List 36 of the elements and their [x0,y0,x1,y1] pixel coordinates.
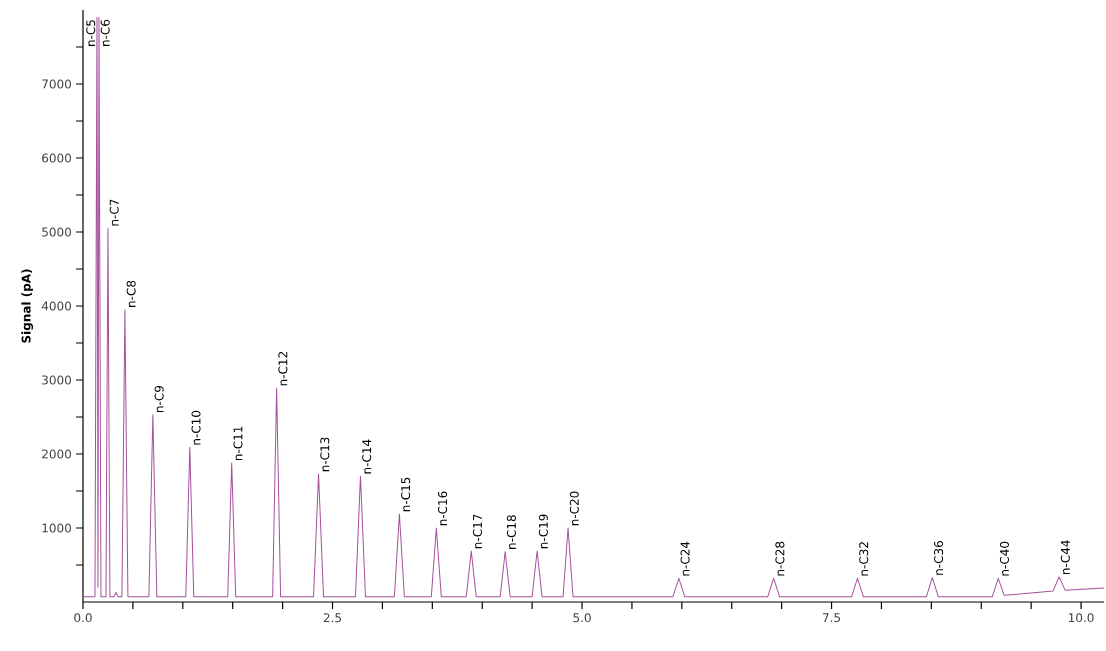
annotation: n-C20 [569,491,579,526]
x-tick-label: 5.0 [573,613,591,623]
annotation: n-C5 [86,20,96,46]
y-tick-label: 3000 [42,375,71,385]
annotation: n-C9 [154,385,164,412]
annotation: n-C15 [401,477,411,512]
annotation: n-C10 [191,410,201,445]
y-tick-label: 7000 [42,79,71,89]
annotation: n-C40 [999,541,1009,576]
x-tick-label: 7.5 [822,613,841,623]
y-tick-label: 4000 [41,301,71,311]
annotation: n-C12 [278,352,288,386]
annotation: n-C8 [126,280,136,307]
annotation: n-C16 [438,491,448,526]
annotation: n-C17 [472,514,483,549]
annotation: n-C28 [775,541,785,576]
annotation: n-C19 [538,514,548,549]
line-series [82,16,1105,598]
annotation: n-C32 [859,542,869,576]
annotation: n-C44 [1060,540,1070,575]
annotation: n-C7 [109,199,119,226]
y-tick-label: 2000 [42,449,71,459]
annotation: n-C24 [680,541,690,576]
x-tick-label: 2.5 [323,613,342,623]
y-tick-label: 1000 [42,523,71,533]
x-tick-label: 10.0 [1069,613,1094,623]
annotation: n-C11 [233,426,243,461]
annotation: n-C18 [506,515,516,549]
y-tick-label: 5000 [42,227,71,237]
x-tick-label: 0.0 [74,613,92,623]
annotation: n-C36 [934,541,944,575]
y-axis-title: Signal (pA) [21,269,34,343]
annotation: n-C6 [100,19,110,46]
annotation: n-C13 [320,437,330,472]
y-tick-label: 6000 [42,153,71,163]
annotation: n-C14 [362,439,372,474]
